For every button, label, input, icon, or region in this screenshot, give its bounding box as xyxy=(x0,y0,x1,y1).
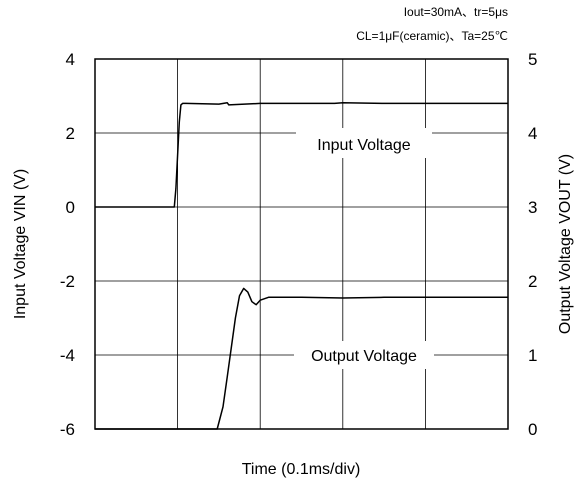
plot-grid xyxy=(95,59,508,429)
left-axis-ticks: 4 2 0 -2 -4 -6 xyxy=(60,50,75,439)
right-tick-label: 5 xyxy=(528,50,537,69)
output-voltage-line xyxy=(95,287,508,430)
plot-area-frame xyxy=(94,58,509,430)
left-tick-label: 4 xyxy=(66,50,75,69)
output-voltage-label-bg xyxy=(294,341,434,369)
right-tick-label: 3 xyxy=(528,198,537,217)
right-axis-ticks: 5 4 3 2 1 0 xyxy=(528,50,537,439)
annotation-line-1: Iout=30mA、tr=5μs xyxy=(404,5,508,19)
left-tick-label: -2 xyxy=(60,272,75,291)
input-voltage-label: Input Voltage xyxy=(317,137,411,154)
output-voltage-label: Output Voltage xyxy=(311,348,417,365)
input-voltage-line xyxy=(95,101,508,208)
right-tick-label: 4 xyxy=(528,124,537,143)
right-tick-label: 0 xyxy=(528,420,537,439)
right-tick-label: 1 xyxy=(528,346,537,365)
right-axis-label: Output Voltage VOUT (V) xyxy=(557,154,574,334)
x-axis-label: Time (0.1ms/div) xyxy=(242,461,361,478)
left-tick-label: -6 xyxy=(60,420,75,439)
inline-series-labels: Input Voltage Output Voltage xyxy=(294,128,434,369)
left-tick-label: 0 xyxy=(66,198,75,217)
left-tick-label: 2 xyxy=(66,124,75,143)
input-voltage-label-bg xyxy=(296,128,432,158)
series-layer xyxy=(95,101,508,430)
annotation-line-2: CL=1μF(ceramic)、Ta=25℃ xyxy=(356,29,508,43)
left-axis-label: Input Voltage VIN (V) xyxy=(12,169,29,319)
left-tick-label: -4 xyxy=(60,346,75,365)
right-tick-label: 2 xyxy=(528,272,537,291)
